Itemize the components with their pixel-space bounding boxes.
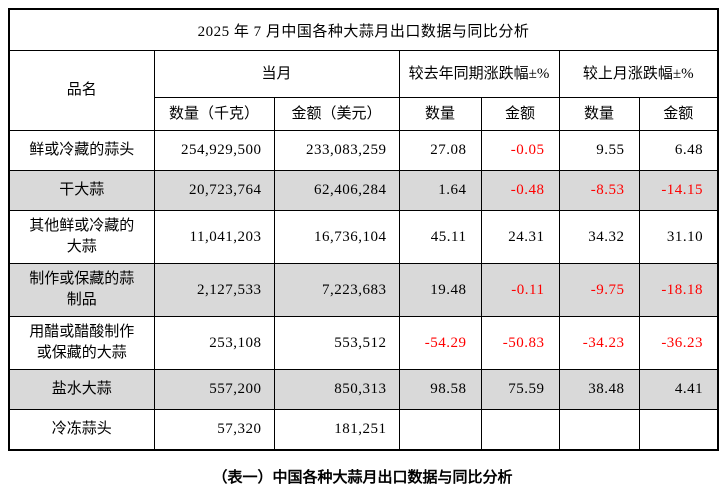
amount-usd-cell: 16,736,104 xyxy=(273,210,400,264)
qty-kg-cell: 2,127,533 xyxy=(153,263,275,317)
table-row: 鲜或冷藏的蒜头 254,929,500 233,083,259 27.08 -0.05 9… xyxy=(8,130,719,171)
yoy-qty-cell: -54.29 xyxy=(398,316,482,370)
product-name-cell: 干大蒜 xyxy=(8,170,155,211)
amount-usd-cell: 233,083,259 xyxy=(273,130,400,171)
header-amount-usd: 金额（美元） xyxy=(273,97,400,131)
qty-kg-cell: 557,200 xyxy=(153,369,275,410)
header-yoy-change: 较去年同期涨跌幅±% xyxy=(398,50,560,98)
yoy-amount-cell: -0.48 xyxy=(480,170,560,211)
table-row: 冷冻蒜头 57,320 181,251 xyxy=(8,409,719,450)
header-yoy-amount: 金额 xyxy=(480,97,560,131)
qty-kg-cell: 20,723,764 xyxy=(153,170,275,211)
product-name-cell: 盐水大蒜 xyxy=(8,369,155,410)
amount-usd-cell: 7,223,683 xyxy=(273,263,400,317)
header-mom-amount: 金额 xyxy=(638,97,719,131)
product-name-cell: 冷冻蒜头 xyxy=(8,409,155,450)
header-row-groups: 品名 当月 较去年同期涨跌幅±% 较上月涨跌幅±% xyxy=(8,50,719,131)
mom-amount-cell: 31.10 xyxy=(638,210,719,264)
mom-amount-cell xyxy=(638,409,719,450)
mom-qty-cell: -8.53 xyxy=(558,170,640,211)
header-mom-change: 较上月涨跌幅±% xyxy=(558,50,719,98)
table-row: 其他鲜或冷藏的 大蒜 11,041,203 16,736,104 45.11 24.31… xyxy=(8,210,719,264)
yoy-amount-cell: -0.05 xyxy=(480,130,560,171)
mom-amount-cell: -36.23 xyxy=(638,316,719,370)
yoy-amount-cell: 75.59 xyxy=(480,369,560,410)
header-yoy-qty: 数量 xyxy=(398,97,482,131)
yoy-qty-cell: 27.08 xyxy=(398,130,482,171)
yoy-qty-cell: 19.48 xyxy=(398,263,482,317)
amount-usd-cell: 62,406,284 xyxy=(273,170,400,211)
yoy-qty-cell: 45.11 xyxy=(398,210,482,264)
mom-qty-cell: 34.32 xyxy=(558,210,640,264)
qty-kg-cell: 11,041,203 xyxy=(153,210,275,264)
product-name-cell: 鲜或冷藏的蒜头 xyxy=(8,130,155,171)
product-name-cell: 制作或保藏的蒜 制品 xyxy=(8,263,155,317)
amount-usd-cell: 181,251 xyxy=(273,409,400,450)
mom-qty-cell: -34.23 xyxy=(558,316,640,370)
mom-qty-cell: 9.55 xyxy=(558,130,640,171)
yoy-amount-cell: -0.11 xyxy=(480,263,560,317)
product-name-cell: 其他鲜或冷藏的 大蒜 xyxy=(8,210,155,264)
mom-qty-cell xyxy=(558,409,640,450)
header-mom-qty: 数量 xyxy=(558,97,640,131)
header-product-name: 品名 xyxy=(8,50,155,131)
qty-kg-cell: 253,108 xyxy=(153,316,275,370)
qty-kg-cell: 254,929,500 xyxy=(153,130,275,171)
yoy-amount-cell: 24.31 xyxy=(480,210,560,264)
table-row: 干大蒜 20,723,764 62,406,284 1.64 -0.48 -8.53 -14… xyxy=(8,170,719,211)
qty-kg-cell: 57,320 xyxy=(153,409,275,450)
yoy-amount-cell: -50.83 xyxy=(480,316,560,370)
amount-usd-cell: 850,313 xyxy=(273,369,400,410)
header-qty-kg: 数量（千克） xyxy=(153,97,275,131)
table-title: 2025 年 7 月中国各种大蒜月出口数据与同比分析 xyxy=(8,8,719,51)
table-body: 鲜或冷藏的蒜头 254,929,500 233,083,259 27.08 -0.05 9… xyxy=(8,130,719,450)
header-row-subcolumns: 数量（千克） 金额（美元） 数量 金额 数量 金额 xyxy=(9,97,719,131)
mom-amount-cell: -14.15 xyxy=(638,170,719,211)
yoy-qty-cell xyxy=(398,409,482,450)
header-current-month: 当月 xyxy=(153,50,400,98)
garlic-export-table: 2025 年 7 月中国各种大蒜月出口数据与同比分析 品名 当月 较去年同期涨跌… xyxy=(8,8,720,451)
mom-amount-cell: 4.41 xyxy=(638,369,719,410)
mom-amount-cell: -18.18 xyxy=(638,263,719,317)
document-page: 2025 年 7 月中国各种大蒜月出口数据与同比分析 品名 当月 较去年同期涨跌… xyxy=(8,8,720,486)
yoy-qty-cell: 98.58 xyxy=(398,369,482,410)
yoy-amount-cell xyxy=(480,409,560,450)
mom-qty-cell: -9.75 xyxy=(558,263,640,317)
table-row: 用醋或醋酸制作 或保藏的大蒜 253,108 553,512 -54.29 -50.83… xyxy=(8,316,719,370)
mom-amount-cell: 6.48 xyxy=(638,130,719,171)
amount-usd-cell: 553,512 xyxy=(273,316,400,370)
table-caption: （表一）中国各种大蒜月出口数据与同比分析 xyxy=(212,468,513,486)
table-row: 盐水大蒜 557,200 850,313 98.58 75.59 38.48 4.41 xyxy=(8,369,719,410)
table-title-row: 2025 年 7 月中国各种大蒜月出口数据与同比分析 xyxy=(8,8,719,51)
yoy-qty-cell: 1.64 xyxy=(398,170,482,211)
mom-qty-cell: 38.48 xyxy=(558,369,640,410)
product-name-cell: 用醋或醋酸制作 或保藏的大蒜 xyxy=(8,316,155,370)
table-row: 制作或保藏的蒜 制品 2,127,533 7,223,683 19.48 -0.11 -9… xyxy=(8,263,719,317)
